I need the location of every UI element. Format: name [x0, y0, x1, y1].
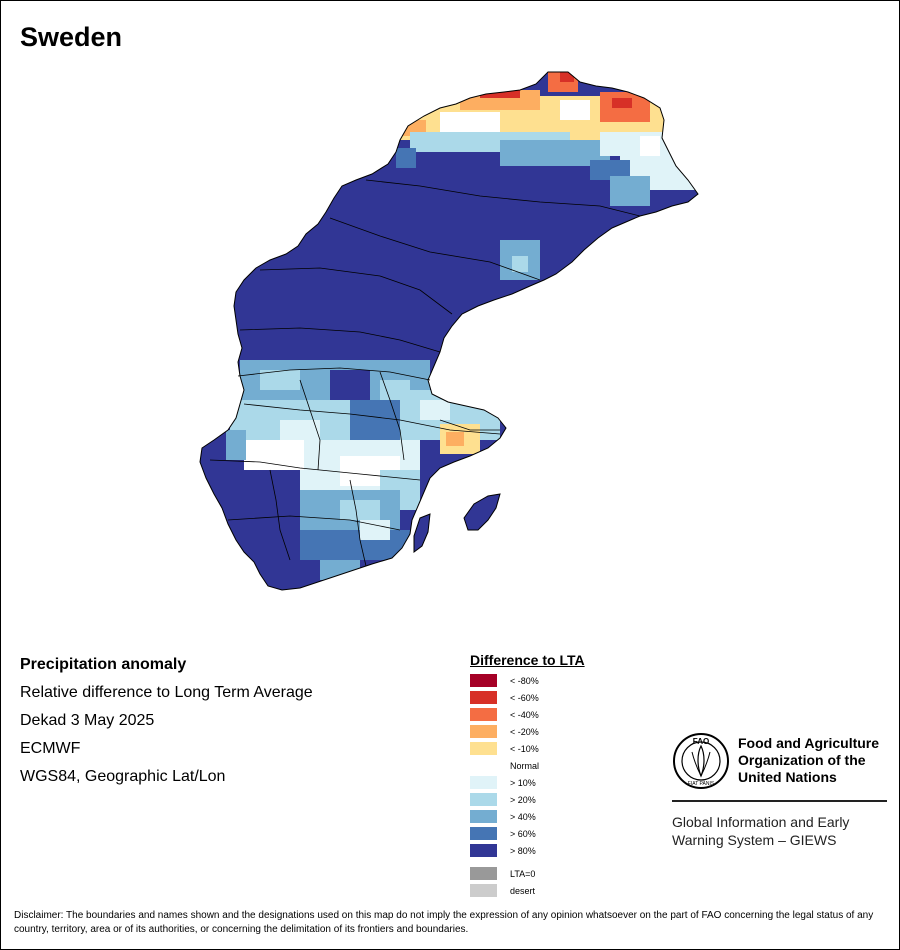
legend-label: < -80%	[510, 675, 539, 686]
org-name-line: Organization of the	[738, 752, 866, 768]
divider	[672, 800, 887, 802]
legend-swatch	[470, 827, 497, 840]
fao-logo-motto: FIAT PANIS	[688, 781, 715, 787]
info-line-description: Relative difference to Long Term Average	[20, 684, 313, 701]
legend-item: < -20%	[470, 723, 585, 740]
legend-swatch	[470, 674, 497, 687]
program-name: Global Information and Early Warning Sys…	[672, 813, 849, 849]
legend-item: > 60%	[470, 825, 585, 842]
info-line-period: Dekad 3 May 2025	[20, 712, 155, 729]
fao-logo: FAO FIAT PANIS	[673, 733, 729, 789]
legend-label: > 40%	[510, 811, 536, 822]
legend-swatch	[470, 742, 497, 755]
legend-swatch	[470, 867, 497, 880]
legend-extra-item: LTA=0	[470, 865, 585, 882]
info-line-source: ECMWF	[20, 740, 81, 757]
legend-swatch	[470, 844, 497, 857]
fao-logo-text: FAO	[693, 737, 709, 746]
legend-label: > 10%	[510, 777, 536, 788]
legend: Difference to LTA < -80% < -60% < -40% < -2…	[470, 652, 585, 899]
legend-item: < -60%	[470, 689, 585, 706]
legend-swatch	[470, 776, 497, 789]
legend-label: > 80%	[510, 845, 536, 856]
legend-label: Normal	[510, 760, 540, 771]
precipitation-map	[199, 71, 699, 591]
legend-label: > 20%	[510, 794, 536, 805]
map-heading: Precipitation anomaly	[20, 656, 187, 673]
info-line-projection: WGS84, Geographic Lat/Lon	[20, 768, 226, 785]
legend-extra-item: desert	[470, 882, 585, 899]
org-name: Food and Agriculture Organization of the…	[738, 735, 879, 786]
legend-label: desert	[510, 885, 536, 896]
legend-item: > 40%	[470, 808, 585, 825]
legend-item: > 20%	[470, 791, 585, 808]
legend-item: > 10%	[470, 774, 585, 791]
legend-label: < -60%	[510, 692, 539, 703]
program-name-line: Warning System – GIEWS	[672, 832, 837, 848]
legend-swatch	[470, 708, 497, 721]
map-title: Sweden	[20, 22, 123, 52]
legend-label: < -20%	[510, 726, 539, 737]
legend-label: LTA=0	[510, 868, 536, 879]
legend-swatch	[470, 793, 497, 806]
legend-normal: Normal	[470, 757, 585, 774]
org-name-line: Food and Agriculture	[738, 735, 880, 751]
program-name-line: Global Information and Early	[672, 814, 850, 830]
legend-swatch	[470, 691, 497, 704]
legend-item: > 80%	[470, 842, 585, 859]
legend-label: < -40%	[510, 709, 539, 720]
legend-title: Difference to LTA	[470, 652, 585, 668]
legend-label: > 60%	[510, 828, 536, 839]
legend-item: < -10%	[470, 740, 585, 757]
legend-swatch	[470, 810, 497, 823]
legend-swatch	[470, 884, 497, 897]
legend-item: < -80%	[470, 672, 585, 689]
org-name-line: United Nations	[738, 769, 837, 785]
map-info: Precipitation anomaly Relative differenc…	[20, 656, 313, 796]
disclaimer: Disclaimer: The boundaries and names sho…	[14, 910, 874, 935]
legend-swatch	[470, 725, 497, 738]
legend-label: < -10%	[510, 743, 539, 754]
legend-item: < -40%	[470, 706, 585, 723]
